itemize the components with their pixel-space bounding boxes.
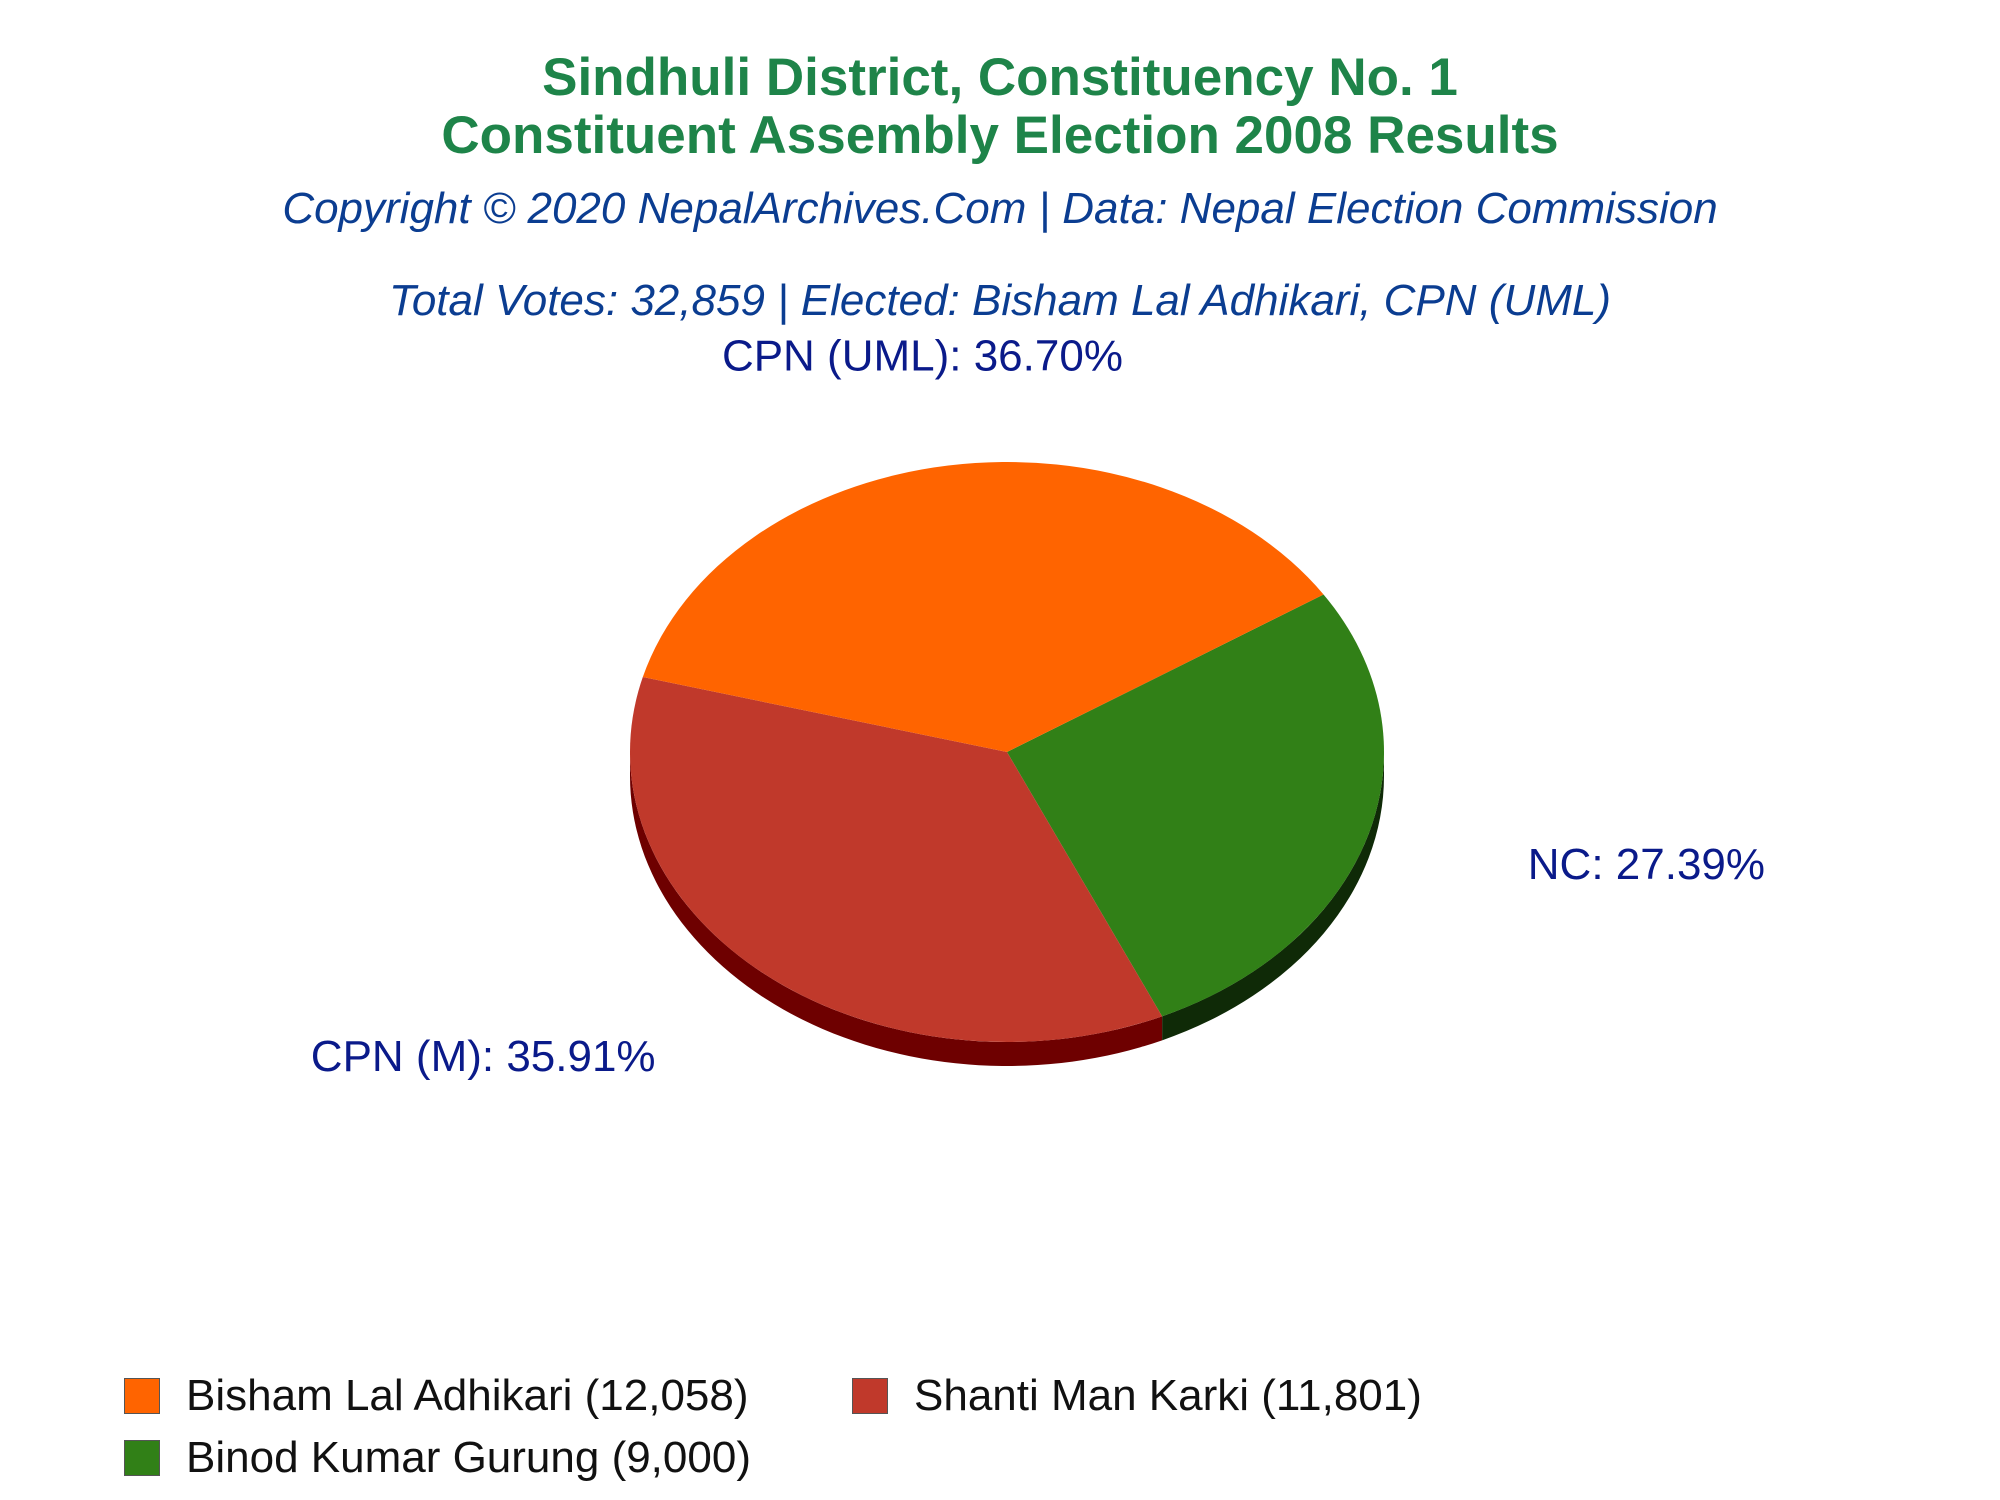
pie-side-nc (1162, 752, 1384, 1041)
pie-slice-cpn-m (630, 677, 1163, 1042)
pie-slice-nc (1007, 594, 1384, 1017)
copyright-note: Copyright © 2020 NepalArchives.Com | Dat… (282, 184, 1718, 233)
legend-item-bisham-lal-adhikari: Bisham Lal Adhikari (12,058) (124, 1371, 749, 1421)
pie-side-cpn-m (630, 752, 1163, 1066)
pie-sides (630, 752, 1384, 1066)
legend-item-binod-kumar-gurung: Binod Kumar Gurung (9,000) (124, 1433, 751, 1483)
slice-label-cpn-uml: CPN (UML): 36.70% (722, 332, 1123, 381)
pie-slice-cpn-uml (642, 462, 1324, 752)
pie-tops (630, 462, 1384, 1042)
legend-label: Binod Kumar Gurung (9,000) (186, 1433, 751, 1482)
legend-swatch (852, 1378, 888, 1414)
chart-title-line1: Sindhuli District, Constituency No. 1 (542, 48, 1458, 107)
chart-title-line2: Constituent Assembly Election 2008 Resul… (441, 106, 1559, 165)
legend-swatch (124, 1440, 160, 1476)
slice-label-cpn-m: CPN (M): 35.91% (311, 1032, 656, 1081)
legend-label: Bisham Lal Adhikari (12,058) (186, 1371, 749, 1420)
pie-labels: NC: 27.39% CPN (M): 35.91% CPN (UML): 36.7… (311, 332, 1765, 1081)
legend-swatch (124, 1378, 160, 1414)
legend-item-shanti-man-karki: Shanti Man Karki (11,801) (852, 1371, 1422, 1421)
vote-summary: Total Votes: 32,859 | Elected: Bisham La… (389, 276, 1611, 325)
slice-label-nc: NC: 27.39% (1528, 840, 1765, 889)
legend-label: Shanti Man Karki (11,801) (914, 1371, 1422, 1420)
